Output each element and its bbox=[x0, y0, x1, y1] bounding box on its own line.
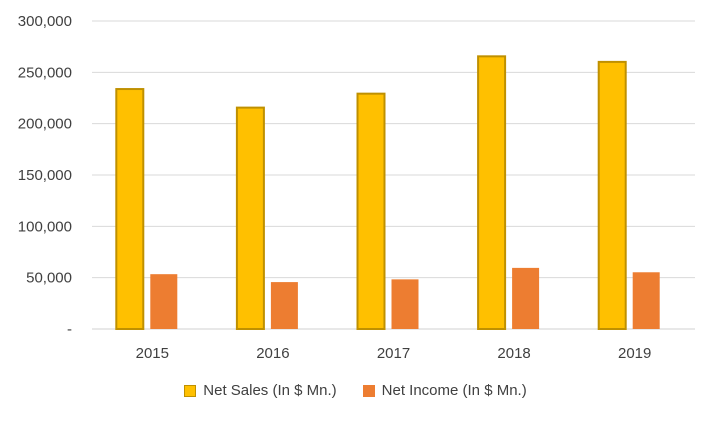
bar-net-sales bbox=[235, 106, 265, 330]
legend-item-net-income: Net Income (In $ Mn.) bbox=[362, 382, 527, 399]
y-tick-label: 100,000 bbox=[18, 218, 72, 235]
x-tick-label: 2015 bbox=[136, 345, 169, 362]
bar-net-income bbox=[150, 274, 178, 329]
bar-net-income bbox=[391, 279, 419, 329]
bar-net-sales bbox=[477, 55, 507, 330]
y-tick-label: 250,000 bbox=[18, 64, 72, 81]
bar-net-income bbox=[632, 272, 660, 329]
legend-label-net-income: Net Income (In $ Mn.) bbox=[381, 382, 527, 399]
y-tick-label: 150,000 bbox=[18, 167, 72, 184]
legend-item-net-sales: Net Sales (In $ Mn.) bbox=[184, 382, 337, 399]
legend-label-net-sales: Net Sales (In $ Mn.) bbox=[203, 382, 337, 399]
y-tick-label: 200,000 bbox=[18, 116, 72, 133]
x-tick-label: 2019 bbox=[618, 345, 651, 362]
bar-net-income bbox=[512, 267, 540, 329]
bar-net-income bbox=[270, 282, 298, 329]
y-tick-label: 50,000 bbox=[26, 270, 72, 287]
x-tick-label: 2018 bbox=[497, 345, 530, 362]
bar-net-sales bbox=[597, 60, 627, 330]
legend: Net Sales (In $ Mn.) Net Income (In $ Mn… bbox=[0, 382, 711, 399]
bar-net-sales bbox=[115, 88, 145, 330]
x-tick-label: 2017 bbox=[377, 345, 410, 362]
x-tick-label: 2016 bbox=[256, 345, 289, 362]
legend-swatch-net-sales bbox=[184, 384, 197, 397]
bar-net-sales bbox=[356, 92, 386, 330]
y-tick-label: 300,000 bbox=[18, 13, 72, 30]
y-tick-label: - bbox=[67, 321, 72, 338]
legend-swatch-net-income bbox=[362, 384, 375, 397]
